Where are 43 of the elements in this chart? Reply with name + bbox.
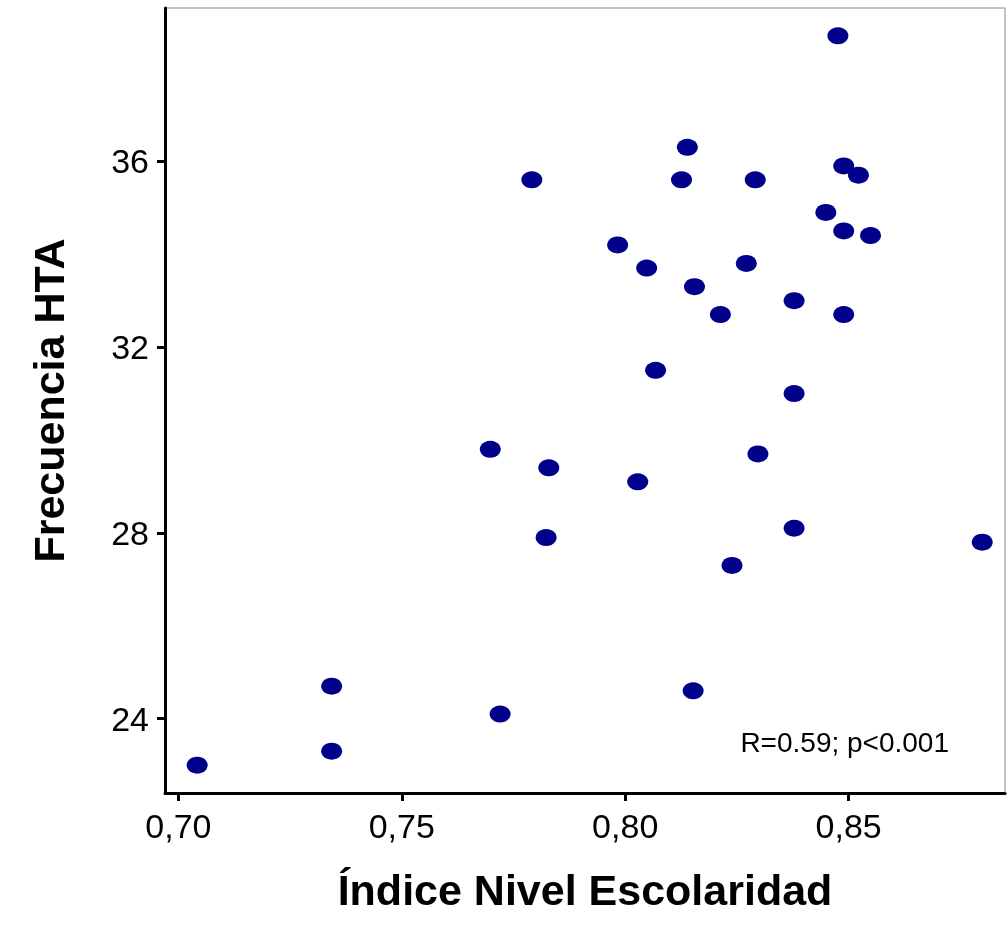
point xyxy=(783,519,805,537)
point xyxy=(645,361,667,379)
point xyxy=(815,203,837,221)
point xyxy=(783,292,805,310)
point xyxy=(676,138,698,156)
point xyxy=(682,682,704,700)
point xyxy=(833,222,855,240)
point xyxy=(709,306,731,324)
point xyxy=(860,227,882,245)
x-tick-label: 0,70 xyxy=(145,807,212,845)
point xyxy=(627,473,649,491)
y-tick-label: 24 xyxy=(111,699,149,738)
point xyxy=(847,166,869,184)
point xyxy=(636,259,658,277)
point xyxy=(971,533,993,551)
point xyxy=(833,157,855,175)
x-tick-label: 0,85 xyxy=(815,807,882,845)
point xyxy=(744,171,766,189)
y-tick-label: 36 xyxy=(111,142,149,181)
point xyxy=(538,459,560,477)
point xyxy=(321,677,343,695)
point xyxy=(607,236,629,254)
point xyxy=(735,254,757,272)
point xyxy=(721,556,743,574)
x-tick-label: 0,75 xyxy=(368,807,435,845)
x-tick-label: 0,80 xyxy=(592,807,659,845)
point xyxy=(671,171,693,189)
y-axis-title: Frecuencia HTA xyxy=(24,238,73,563)
point xyxy=(535,529,557,547)
point xyxy=(321,742,343,760)
annotation: R=0.59; p<0.001 xyxy=(740,726,950,758)
point xyxy=(489,705,511,723)
point xyxy=(827,27,849,45)
y-tick-label: 28 xyxy=(111,513,149,552)
point xyxy=(186,756,208,774)
point xyxy=(833,306,855,324)
y-tick-label: 32 xyxy=(111,328,149,367)
point xyxy=(783,385,805,403)
point xyxy=(479,440,501,458)
point xyxy=(683,278,705,296)
point xyxy=(521,171,543,189)
x-axis-title: Índice Nivel Escolaridad xyxy=(337,865,833,914)
point xyxy=(747,445,769,463)
